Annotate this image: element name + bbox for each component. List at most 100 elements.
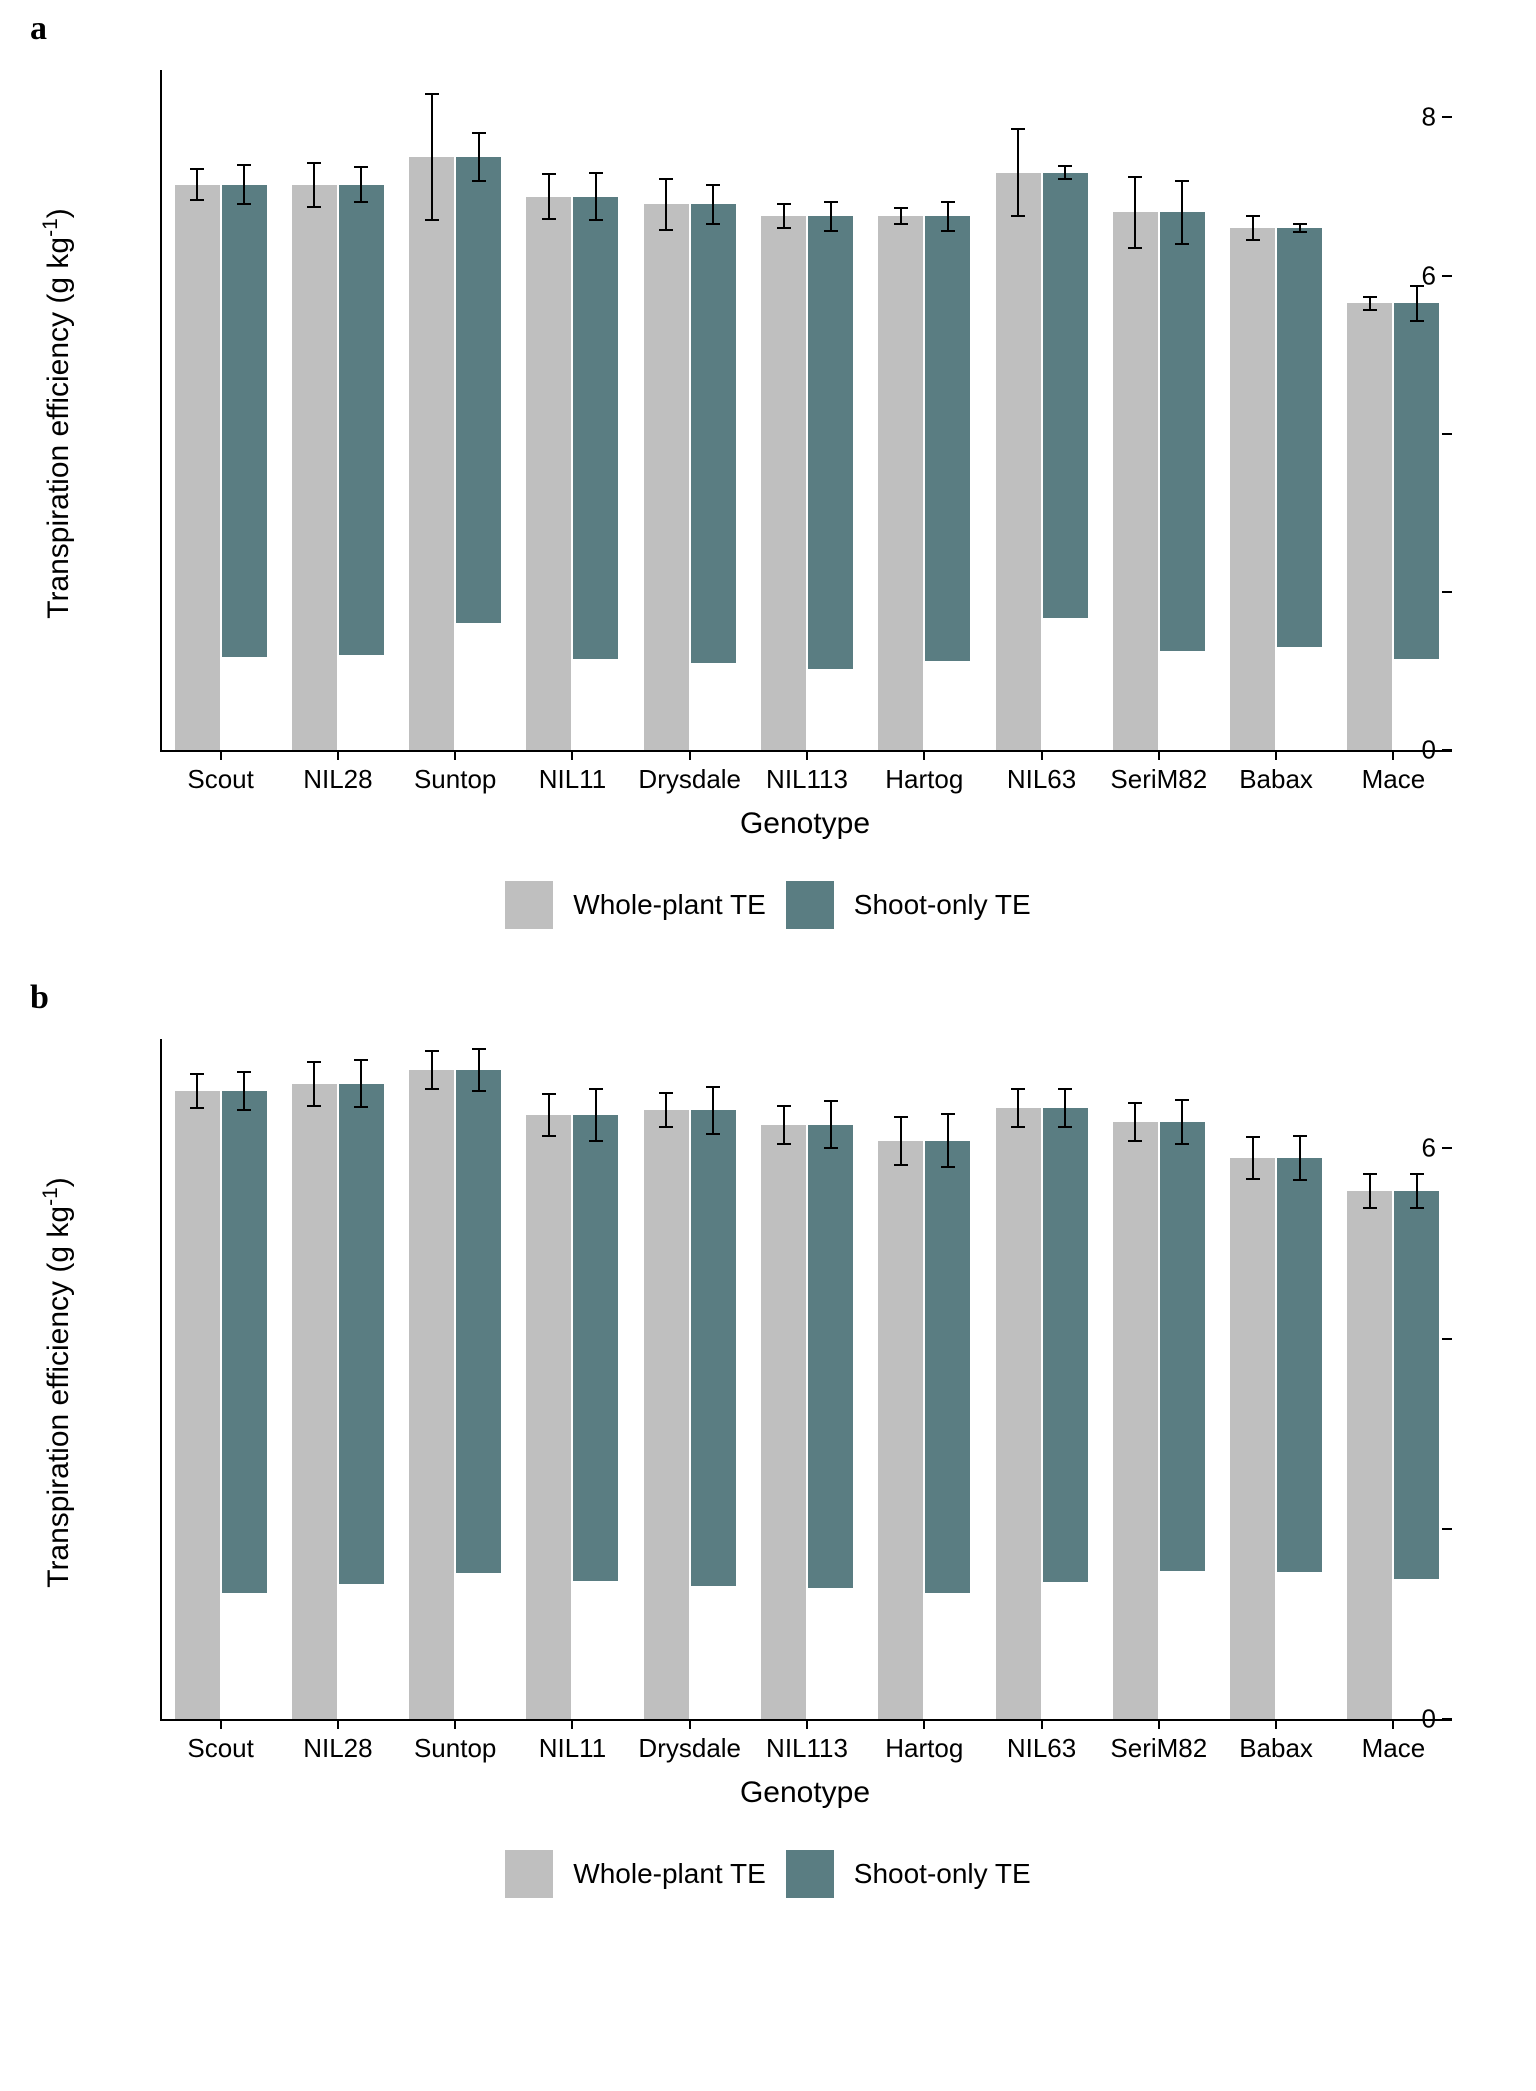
error-bar <box>431 1051 433 1089</box>
error-bar <box>830 202 832 230</box>
bar-group <box>644 1110 736 1719</box>
bar <box>691 1110 736 1586</box>
error-cap <box>237 1071 251 1073</box>
error-cap <box>1011 128 1025 130</box>
error-cap <box>1410 1173 1424 1175</box>
bar-group <box>1347 1191 1439 1719</box>
error-cap <box>1128 1102 1142 1104</box>
y-tick <box>1442 1147 1452 1149</box>
error-cap <box>894 1164 908 1166</box>
x-tick <box>1041 750 1043 760</box>
x-tick <box>454 1719 456 1729</box>
error-cap <box>894 223 908 225</box>
bar <box>1160 1122 1205 1571</box>
error-bar <box>947 202 949 230</box>
legend-label: Whole-plant TE <box>573 1858 765 1890</box>
error-cap <box>1293 231 1307 233</box>
error-cap <box>190 1107 204 1109</box>
error-bar <box>1134 177 1136 248</box>
figure-container: a02468Transpiration efficiency (g kg-1)S… <box>0 0 1536 1938</box>
bar <box>339 1084 384 1584</box>
error-cap <box>777 203 791 205</box>
error-cap <box>941 230 955 232</box>
error-cap <box>1293 1179 1307 1181</box>
bar <box>222 185 267 658</box>
error-cap <box>941 1166 955 1168</box>
bar <box>925 216 970 661</box>
error-cap <box>190 199 204 201</box>
x-axis-title: Genotype <box>160 807 1450 841</box>
legend: Whole-plant TEShoot-only TE <box>40 881 1496 929</box>
panel-a: a02468Transpiration efficiency (g kg-1)S… <box>0 0 1536 969</box>
error-cap <box>472 1048 486 1050</box>
error-cap <box>472 1090 486 1092</box>
bar <box>996 173 1041 750</box>
error-bar <box>1252 1137 1254 1179</box>
error-bar <box>478 133 480 180</box>
bar <box>456 1070 501 1572</box>
x-tick-label: Suntop <box>414 764 496 795</box>
bar-group <box>1347 303 1439 750</box>
bar <box>878 216 923 750</box>
x-tick <box>806 1719 808 1729</box>
error-cap <box>1293 1135 1307 1137</box>
x-tick <box>1392 750 1394 760</box>
error-bar <box>1017 1089 1019 1127</box>
error-bar <box>1252 216 1254 240</box>
x-tick <box>1275 1719 1277 1729</box>
bar-group <box>292 185 384 750</box>
error-cap <box>1011 1088 1025 1090</box>
bar-group <box>409 1070 501 1719</box>
error-cap <box>1246 1178 1260 1180</box>
error-cap <box>1246 215 1260 217</box>
error-bar <box>712 185 714 225</box>
error-bar <box>830 1101 832 1149</box>
panel-label-b: b <box>30 979 49 1017</box>
x-tick <box>1275 750 1277 760</box>
x-tick-label: Drysdale <box>638 1733 741 1764</box>
bar-group <box>1230 228 1322 750</box>
error-cap <box>307 1105 321 1107</box>
x-tick <box>689 1719 691 1729</box>
bar <box>691 204 736 663</box>
x-tick-label: Hartog <box>885 1733 963 1764</box>
bar <box>878 1141 923 1719</box>
bar-group <box>1230 1158 1322 1719</box>
error-bar <box>360 1060 362 1108</box>
error-cap <box>1293 223 1307 225</box>
error-cap <box>1058 178 1072 180</box>
bar <box>925 1141 970 1593</box>
error-bar <box>595 173 597 220</box>
error-cap <box>589 1088 603 1090</box>
y-tick-label: 6 <box>1422 1133 1436 1164</box>
bar <box>761 216 806 750</box>
x-tick-label: NIL113 <box>766 764 848 795</box>
error-bar <box>1369 1174 1371 1208</box>
error-cap <box>237 1109 251 1111</box>
error-bar <box>783 204 785 228</box>
error-cap <box>706 223 720 225</box>
x-tick-label: NIL28 <box>303 764 372 795</box>
bar <box>808 1125 853 1588</box>
x-tick-label: Babax <box>1239 764 1313 795</box>
legend-swatch <box>786 881 834 929</box>
bar <box>1230 1158 1275 1719</box>
error-cap <box>1175 243 1189 245</box>
bar <box>1113 1122 1158 1719</box>
error-bar <box>1181 181 1183 244</box>
bar-group <box>292 1084 384 1719</box>
legend: Whole-plant TEShoot-only TE <box>40 1850 1496 1898</box>
bar-group <box>878 216 970 750</box>
error-cap <box>1128 176 1142 178</box>
x-tick-label: Scout <box>187 764 254 795</box>
bar <box>573 1115 618 1581</box>
legend-swatch <box>505 881 553 929</box>
error-cap <box>425 1050 439 1052</box>
bar-group <box>1113 212 1205 750</box>
x-tick <box>220 750 222 760</box>
error-cap <box>1175 1099 1189 1101</box>
error-cap <box>659 229 673 231</box>
error-cap <box>589 1140 603 1142</box>
x-tick <box>220 1719 222 1729</box>
error-cap <box>472 180 486 182</box>
